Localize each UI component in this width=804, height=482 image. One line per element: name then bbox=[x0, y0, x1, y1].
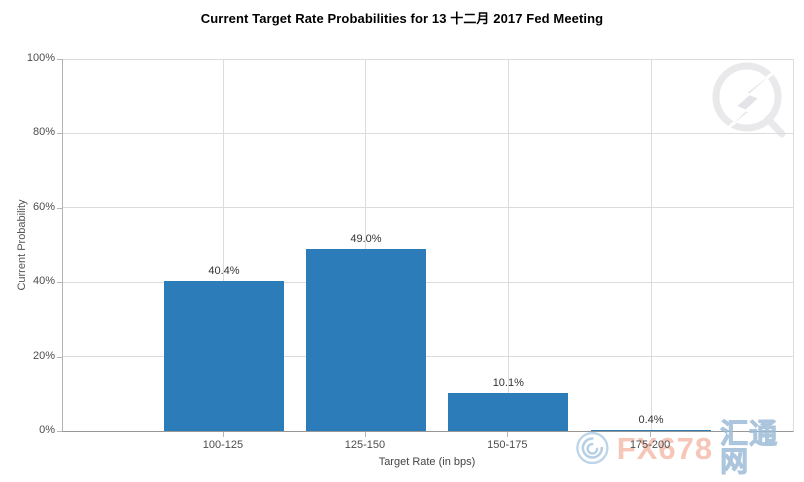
horizontal-gridline bbox=[63, 356, 793, 358]
x-tick-label: 175-200 bbox=[629, 439, 671, 451]
y-tick-mark bbox=[57, 59, 62, 60]
horizontal-gridline bbox=[63, 58, 793, 60]
vertical-gridline bbox=[650, 59, 652, 431]
bar-value-label: 49.0% bbox=[350, 232, 382, 245]
horizontal-gridline bbox=[63, 281, 793, 283]
bar-value-label: 40.4% bbox=[208, 264, 240, 277]
y-tick-label: 40% bbox=[32, 275, 55, 288]
y-tick-mark bbox=[57, 207, 62, 209]
y-tick-mark bbox=[57, 133, 62, 135]
y-tick-label: 80% bbox=[32, 126, 55, 139]
x-tick-mark bbox=[507, 432, 509, 437]
bar-value-label: 10.1% bbox=[492, 377, 524, 390]
vertical-gridline bbox=[365, 59, 367, 431]
probability-bar bbox=[448, 393, 569, 431]
x-tick-mark bbox=[650, 432, 651, 437]
x-tick-label: 125-150 bbox=[344, 439, 386, 451]
horizontal-gridline bbox=[63, 132, 793, 134]
probability-bar bbox=[164, 280, 284, 431]
vertical-gridline bbox=[507, 59, 509, 431]
x-axis-title: Target Rate (in bps) bbox=[378, 456, 476, 468]
vertical-gridline bbox=[223, 59, 225, 431]
y-tick-label: 60% bbox=[32, 200, 55, 213]
y-tick-mark bbox=[57, 282, 62, 284]
bar-value-label: 0.4% bbox=[638, 413, 664, 426]
y-tick-label: 100% bbox=[26, 52, 55, 64]
probability-bar bbox=[591, 429, 711, 431]
plot-area: 40.4% 49.0% 10.1% 0.4% bbox=[62, 58, 794, 432]
x-tick-label: 150-175 bbox=[487, 439, 528, 451]
y-tick-label: 20% bbox=[32, 349, 55, 362]
x-tick-label: 100-125 bbox=[202, 439, 244, 451]
y-tick-mark bbox=[57, 431, 62, 432]
y-tick-mark bbox=[57, 356, 62, 358]
chart-title: Current Target Rate Probabilities for 13… bbox=[200, 11, 604, 26]
lightning-q-watermark-icon bbox=[712, 58, 791, 138]
x-tick-mark bbox=[222, 432, 224, 437]
x-tick-mark bbox=[364, 432, 366, 437]
horizontal-gridline bbox=[63, 207, 793, 209]
probability-bar bbox=[306, 248, 426, 431]
y-tick-label: 0% bbox=[39, 424, 55, 436]
